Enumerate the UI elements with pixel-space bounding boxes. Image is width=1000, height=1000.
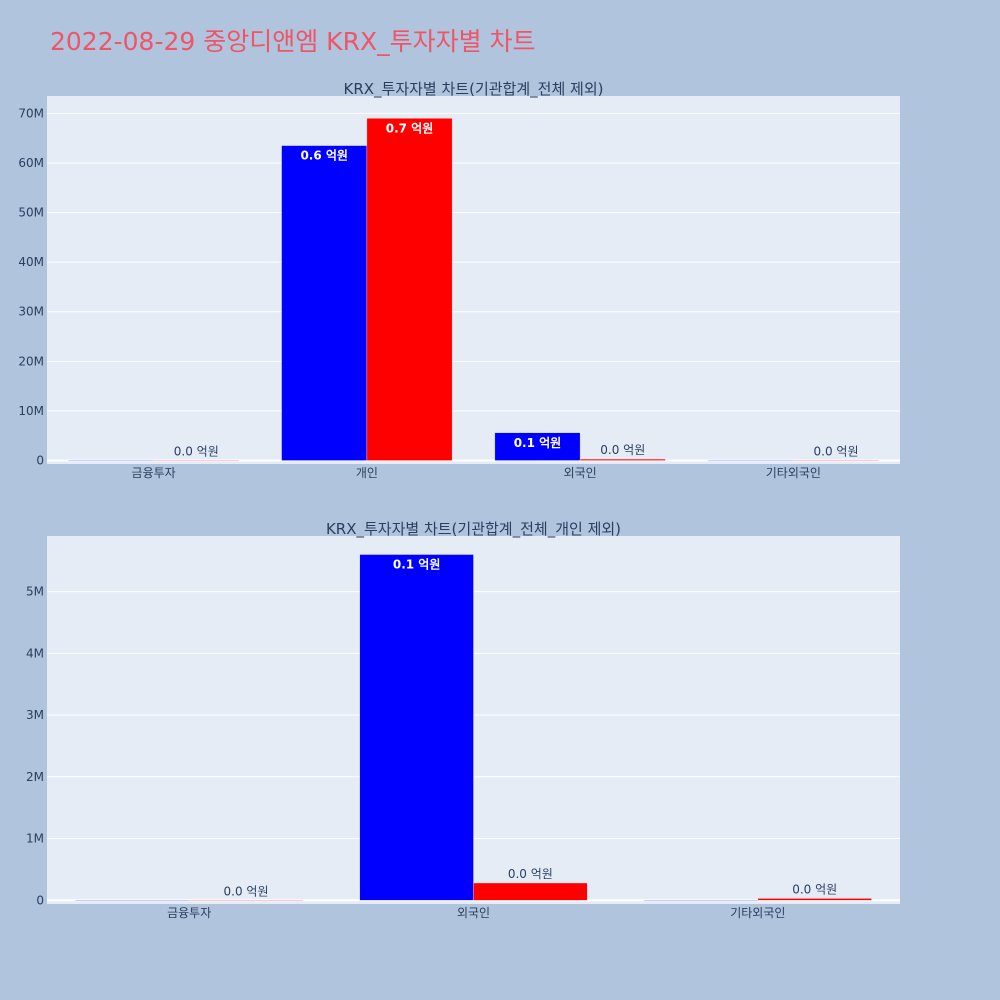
bar [281, 145, 368, 461]
plot-area [47, 96, 900, 464]
bar [188, 900, 304, 902]
y-tick-label: 30M [18, 305, 44, 319]
data-label: 0.1 억원 [514, 436, 562, 450]
data-label: 0.0 억원 [508, 867, 553, 881]
data-label: 0.0 억원 [600, 443, 645, 457]
data-label: 0.6 억원 [300, 149, 348, 163]
bar [153, 460, 240, 462]
y-tick-label: 50M [18, 206, 44, 220]
y-tick-label: 1M [26, 832, 44, 846]
data-label: 0.0 억원 [814, 444, 859, 458]
data-label: 0.0 억원 [174, 445, 219, 459]
y-tick-label: 5M [26, 585, 44, 599]
data-label: 0.0 억원 [792, 882, 837, 896]
bar [643, 900, 759, 902]
x-tick-label: 외국인 [457, 906, 490, 920]
data-label: 0.7 억원 [386, 121, 434, 135]
data-label: 0.1 억원 [393, 558, 441, 572]
bar [793, 460, 879, 462]
y-tick-label: 10M [18, 404, 44, 418]
y-tick-label: 60M [18, 156, 44, 170]
y-tick-label: 0 [36, 454, 44, 468]
data-label: 0.0 억원 [224, 884, 269, 898]
bar [579, 458, 666, 461]
y-tick-label: 3M [26, 708, 44, 722]
y-tick-label: 70M [18, 106, 44, 120]
bar [75, 900, 190, 902]
bar [473, 882, 588, 901]
chart-title: KRX_투자자별 차트(기관합계_전체 제외) [344, 80, 604, 99]
x-tick-label: 기타외국인 [766, 466, 821, 480]
x-tick-label: 금융투자 [132, 466, 176, 480]
bar [359, 554, 474, 901]
bar [757, 898, 872, 901]
y-tick-label: 40M [18, 255, 44, 269]
x-tick-label: 금융투자 [167, 906, 211, 920]
page-title: 2022-08-29 중앙디앤엠 KRX_투자자별 차트 [50, 27, 536, 56]
chart-title: KRX_투자자별 차트(기관합계_전체_개인 제외) [326, 520, 621, 539]
bar [366, 118, 453, 461]
y-tick-label: 0 [36, 893, 44, 907]
y-tick-label: 2M [26, 770, 44, 784]
chart-top: 0 10M 20M 30M 40M 50M 60M 70M KRX_투자자별 차트(기관합계_전… [18, 80, 900, 480]
x-tick-label: 외국인 [564, 466, 597, 480]
y-tick-label: 4M [26, 646, 44, 660]
bar [494, 432, 581, 461]
x-tick-label: 개인 [356, 466, 378, 480]
x-tick-label: 기타외국인 [730, 906, 785, 920]
y-tick-label: 20M [18, 354, 44, 368]
